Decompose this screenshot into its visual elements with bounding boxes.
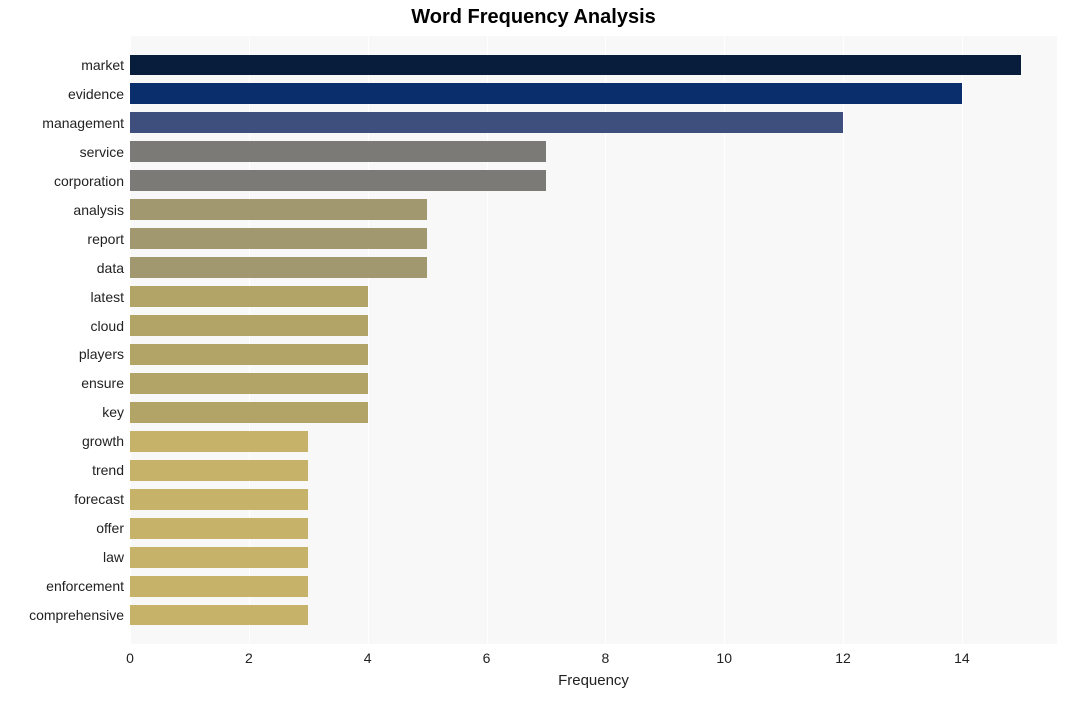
bar (130, 83, 962, 104)
y-tick-label: enforcement (46, 578, 124, 594)
x-tick-label: 0 (126, 650, 134, 666)
x-tick-label: 2 (245, 650, 253, 666)
x-tick-label: 14 (954, 650, 970, 666)
y-tick-label: offer (96, 520, 124, 536)
x-axis-label: Frequency (130, 672, 1057, 689)
y-tick-label: service (80, 144, 124, 160)
bar (130, 170, 546, 191)
y-tick-label: players (79, 346, 124, 362)
y-tick-label: report (87, 231, 124, 247)
y-tick-label: key (102, 404, 124, 420)
bar (130, 547, 308, 568)
x-tick-label: 8 (601, 650, 609, 666)
bar (130, 315, 368, 336)
bar (130, 228, 427, 249)
grid-line (962, 36, 963, 644)
word-frequency-chart: Word Frequency Analysis Frequency 0 2 4 6 8 1… (0, 0, 1067, 701)
y-tick-label: comprehensive (29, 607, 124, 623)
y-tick-label: forecast (74, 491, 124, 507)
y-tick-label: trend (92, 462, 124, 478)
y-tick-label: management (42, 115, 124, 131)
y-tick-label: corporation (54, 173, 124, 189)
bar (130, 112, 843, 133)
plot-area (130, 36, 1057, 644)
y-tick-label: ensure (81, 375, 124, 391)
y-tick-label: law (103, 549, 124, 565)
bar (130, 55, 1021, 76)
bar (130, 141, 546, 162)
bar (130, 199, 427, 220)
bar (130, 431, 308, 452)
bar (130, 257, 427, 278)
bar (130, 576, 308, 597)
y-tick-label: data (97, 260, 124, 276)
x-tick-label: 10 (716, 650, 732, 666)
y-tick-label: cloud (91, 318, 124, 334)
y-tick-label: growth (82, 433, 124, 449)
bar (130, 286, 368, 307)
y-tick-label: market (81, 57, 124, 73)
bar (130, 373, 368, 394)
y-tick-label: evidence (68, 86, 124, 102)
x-tick-label: 4 (364, 650, 372, 666)
bar (130, 489, 308, 510)
x-tick-label: 6 (483, 650, 491, 666)
grid-line (843, 36, 844, 644)
bar (130, 460, 308, 481)
chart-title: Word Frequency Analysis (0, 6, 1067, 29)
x-tick-label: 12 (835, 650, 851, 666)
bar (130, 605, 308, 626)
bar (130, 402, 368, 423)
y-tick-label: analysis (73, 202, 124, 218)
bar (130, 344, 368, 365)
y-tick-label: latest (91, 289, 124, 305)
bar (130, 518, 308, 539)
